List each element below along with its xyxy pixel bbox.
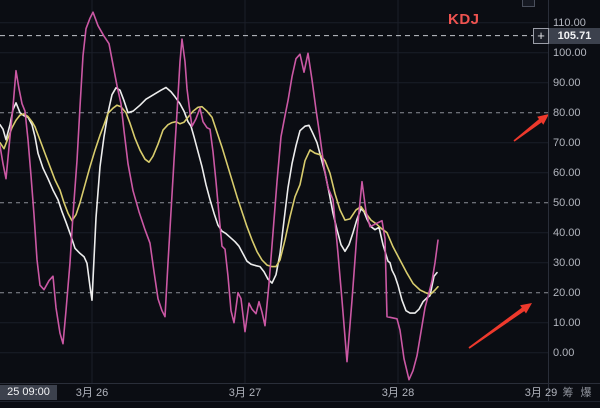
x-tick: 3月 28 — [381, 387, 415, 399]
panel-fragment-icon — [522, 0, 535, 7]
x-tick: 3月 26 — [75, 387, 109, 399]
y-tick: 50.00 — [553, 197, 581, 209]
crosshair-value-badge: 105.71 — [549, 28, 600, 44]
y-tick: 0.00 — [553, 347, 575, 359]
panel-bottom-border — [0, 401, 600, 402]
y-tick: 60.00 — [553, 167, 581, 179]
y-tick: 40.00 — [553, 227, 581, 239]
y-tick: 80.00 — [553, 107, 581, 119]
crosshair-time-badge: 25 09:00 — [0, 385, 57, 400]
y-tick: 70.00 — [553, 137, 581, 149]
y-tick: 110.00 — [553, 17, 586, 29]
x-tick: 3月 27 — [228, 387, 262, 399]
liquidation-button[interactable]: 爆 — [580, 387, 592, 399]
axis-plus-button[interactable]: + — [533, 28, 549, 44]
y-tick: 90.00 — [553, 77, 581, 89]
time-axis-border — [0, 383, 600, 384]
chip-distribution-button[interactable]: 筹 — [562, 387, 574, 399]
y-tick: 30.00 — [553, 257, 581, 269]
x-tick: 3月 29 — [524, 387, 558, 399]
y-tick: 20.00 — [553, 287, 581, 299]
plus-icon: + — [537, 28, 545, 43]
price-axis-border — [548, 0, 549, 401]
y-tick: 10.00 — [553, 317, 581, 329]
indicator-legend-kdj[interactable]: KDJ — [448, 11, 480, 28]
y-tick: 100.00 — [553, 47, 587, 59]
